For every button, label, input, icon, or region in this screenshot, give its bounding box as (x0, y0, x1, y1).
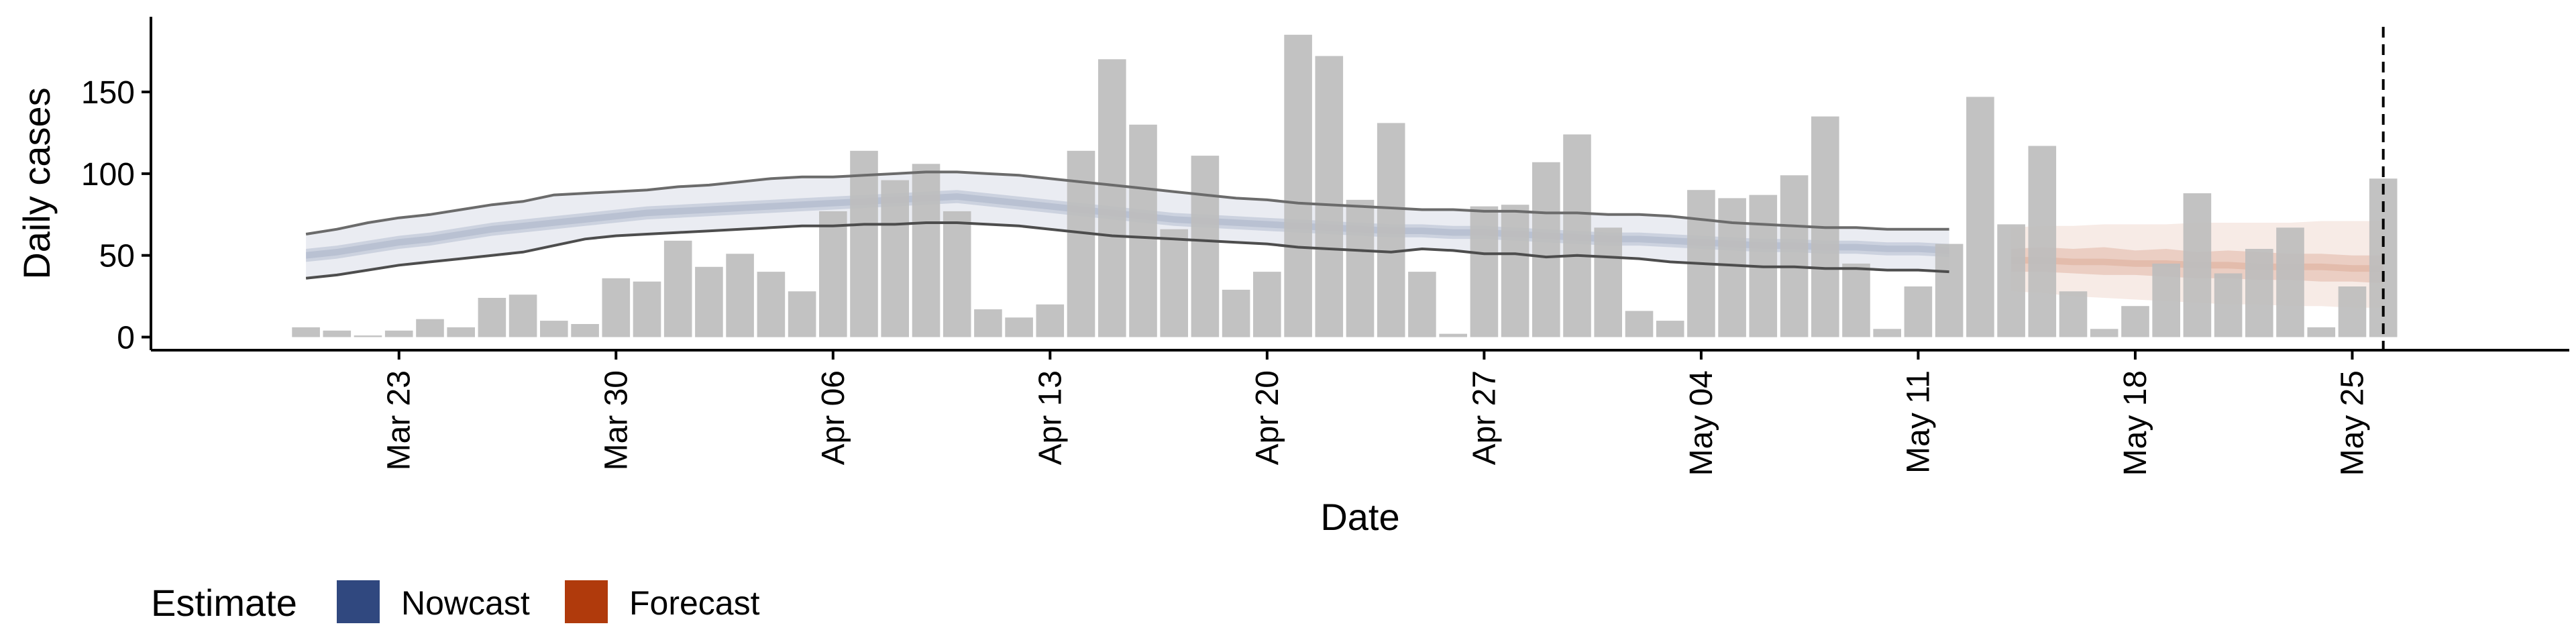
x-tick-label: May 18 (2118, 370, 2153, 476)
bar (757, 272, 786, 337)
bar (1470, 206, 1499, 337)
bar (819, 211, 847, 337)
daily-case-bars (292, 34, 2398, 337)
x-tick-label: Apr 20 (1250, 370, 1285, 465)
bar (1997, 224, 2025, 337)
bar (663, 240, 692, 337)
nowcast-upper-line (305, 170, 1949, 235)
bar (1780, 175, 1809, 337)
x-tick-label: Mar 30 (598, 370, 634, 470)
bar (1036, 304, 1065, 337)
bar (416, 319, 444, 337)
y-tick-label: 150 (81, 75, 135, 111)
bar (1129, 124, 1157, 337)
bar (602, 278, 631, 337)
bar (1067, 150, 1095, 337)
interval-lines (305, 170, 1949, 280)
x-tick-label: May 04 (1684, 370, 1719, 476)
bar (2028, 146, 2057, 337)
bar (354, 335, 382, 337)
x-tick-label: May 11 (1900, 370, 1936, 474)
bar (1532, 162, 1560, 337)
legend-swatch-nowcast (337, 580, 380, 623)
bar (1191, 156, 1220, 337)
x-tick-label: Apr 13 (1032, 370, 1068, 465)
bar (1842, 263, 1870, 337)
legend-title: Estimate (151, 582, 297, 624)
y-tick-label: 100 (81, 157, 135, 193)
bar (2121, 306, 2149, 337)
y-axis-title: Daily cases (15, 87, 58, 279)
legend: Estimate Nowcast Forecast (151, 580, 760, 624)
bar (384, 330, 413, 337)
bar (508, 294, 537, 337)
bar (974, 309, 1002, 337)
bar (1346, 199, 1375, 337)
bar (1253, 272, 1281, 337)
bar (1935, 244, 1964, 337)
x-axis-title: Date (1320, 496, 1399, 538)
bar (478, 298, 506, 337)
bar (571, 324, 599, 337)
bar (1873, 329, 1901, 337)
legend-label-nowcast: Nowcast (401, 584, 530, 622)
bar (1594, 227, 1622, 337)
nowcast-inner-band (306, 190, 1949, 262)
bar (2245, 249, 2273, 337)
bar (447, 327, 475, 337)
bar (1718, 198, 1746, 337)
x-tick-label: Mar 23 (382, 370, 417, 470)
x-tick-label: Apr 27 (1466, 370, 1502, 465)
legend-swatch-forecast (565, 580, 608, 623)
bar (1284, 34, 1312, 337)
bar (1563, 134, 1591, 337)
bar (292, 327, 320, 337)
bar (881, 180, 909, 337)
bar (1439, 333, 1467, 337)
bar (2307, 327, 2336, 337)
bar (2152, 263, 2180, 337)
bar (2276, 227, 2304, 337)
y-tick-label: 50 (99, 239, 135, 274)
bar (1904, 286, 1933, 337)
x-tick-label: May 25 (2335, 370, 2371, 476)
bar (1098, 59, 1126, 337)
bar (726, 254, 754, 337)
legend-label-forecast: Forecast (629, 584, 760, 622)
bar (1408, 272, 1436, 337)
x-tick-label: Apr 06 (816, 370, 851, 465)
bar (912, 164, 941, 337)
bar (2338, 286, 2367, 337)
bar (540, 321, 568, 337)
bar (2214, 273, 2243, 337)
bar (2183, 193, 2212, 337)
bar (1625, 311, 1654, 337)
bar (788, 291, 816, 337)
bar (2090, 329, 2118, 337)
nowcast-median-band (306, 193, 1949, 259)
y-tick-label: 0 (117, 321, 135, 356)
bar (1222, 289, 1250, 337)
bar (695, 266, 723, 337)
bar (633, 281, 661, 337)
bar (850, 150, 878, 337)
bar (943, 211, 971, 337)
bar (2059, 291, 2088, 337)
bar (323, 330, 352, 337)
nowcast-lower-line (305, 221, 1949, 280)
bar (1005, 317, 1033, 337)
bar (1656, 321, 1684, 337)
bar (1966, 97, 1994, 337)
bar (1315, 56, 1344, 337)
bar (1501, 205, 1529, 337)
bar (1377, 123, 1405, 337)
axes: 0 50 100 150 Mar 23 Mar 30 Apr 06 Apr 13 Apr 20 A… (15, 17, 2569, 538)
bar (1160, 229, 1188, 337)
